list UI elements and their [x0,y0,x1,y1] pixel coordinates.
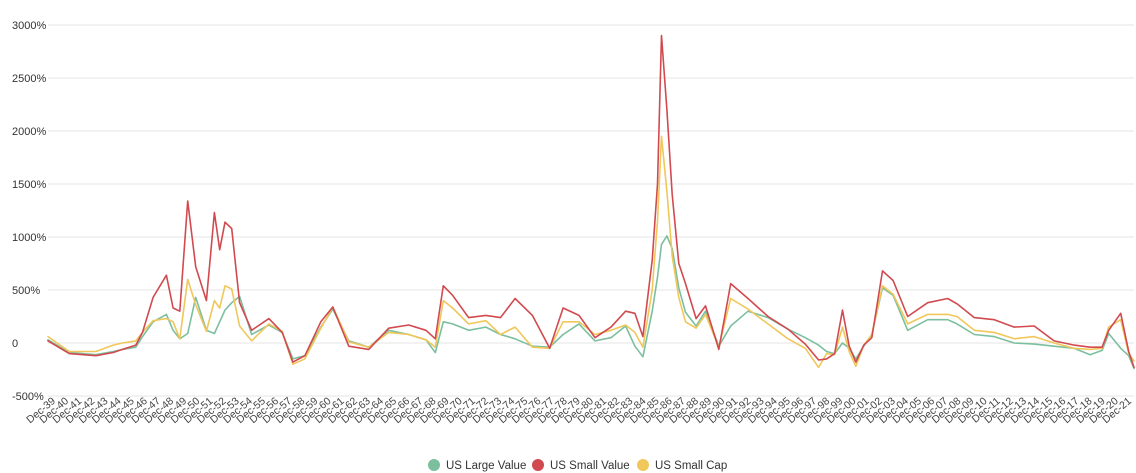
legend-label-small-cap: US Small Cap [655,460,727,472]
legend-label-small-value: US Small Value [550,460,630,472]
series-line-us-small-value [47,34,1135,369]
y-tick-label: 2500% [12,73,46,85]
legend: US Large Value US Small Value US Small C… [428,459,727,472]
y-tick-label: 2000% [12,126,46,138]
y-tick-label: 500% [12,285,40,297]
y-tick-label: 0 [12,338,18,350]
y-tick-label: 3000% [12,20,46,32]
series-line-us-large-value [47,235,1135,370]
series-lines [47,34,1135,370]
y-tick-label: -500% [12,391,44,403]
legend-label-large-value: US Large Value [446,460,526,472]
x-axis-tick-labels: Dec-39Dec-40Dec-41Dec-42Dec-43Dec-44Dec-… [24,395,1134,426]
legend-item-small-value[interactable]: US Small Value [532,459,630,472]
y-tick-label: 1500% [12,179,46,191]
grid-lines [48,24,1134,397]
y-axis-tick-labels: -500% 0 500% 1000% 1500% 2000% 2500% 3000% [12,20,46,403]
series-line-us-small-cap [47,135,1135,369]
legend-item-small-cap[interactable]: US Small Cap [637,459,727,472]
legend-item-large-value[interactable]: US Large Value [428,459,526,472]
legend-swatch-large-value [428,459,440,471]
y-tick-label: 1000% [12,232,46,244]
legend-swatch-small-cap [637,459,649,471]
legend-swatch-small-value [532,459,544,471]
